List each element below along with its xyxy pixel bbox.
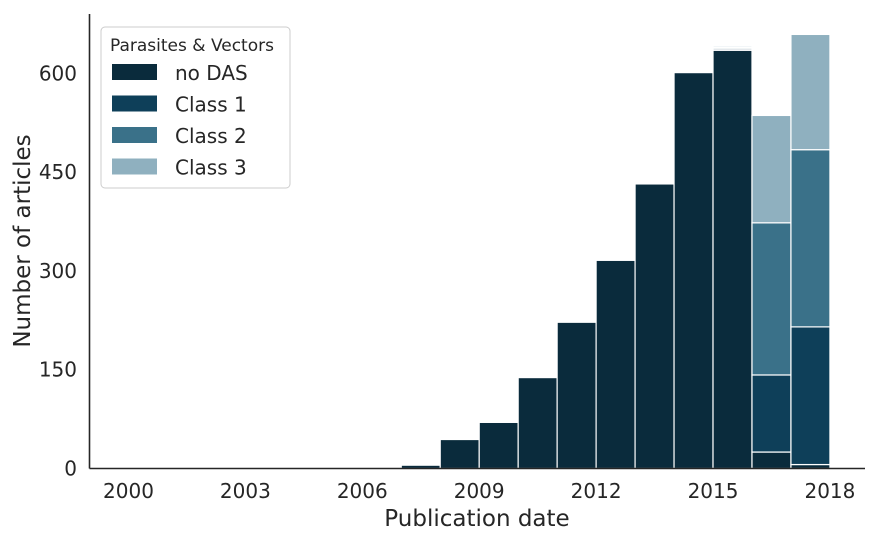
x-tick-label: 2012	[571, 479, 622, 503]
bar-class-2-2016	[751, 222, 792, 376]
bar-group	[400, 33, 831, 470]
x-tick-label: 2009	[454, 479, 505, 503]
y-tick-label: 300	[39, 259, 77, 283]
x-tick-label: 2003	[220, 479, 271, 503]
legend-label-no-das: no DAS	[175, 61, 248, 85]
bar-no-das-2015	[712, 49, 753, 470]
y-axis-title: Number of articles	[10, 134, 36, 347]
bar-class-3-2016	[751, 114, 792, 224]
bar-no-das-2013	[634, 183, 675, 470]
legend-label-class-1: Class 1	[175, 93, 247, 117]
legend-label-class-3: Class 3	[175, 156, 247, 180]
legend-swatch-class-1	[112, 95, 157, 112]
x-axis-title: Publication date	[384, 506, 569, 532]
legend-items: no DAS Class 1 Class 2 Class 3	[112, 61, 248, 180]
y-tick-label: 0	[64, 457, 77, 481]
x-tick-label: 2015	[688, 479, 739, 503]
bar-no-das-2011	[556, 321, 597, 470]
bar-class-1-2017	[790, 326, 831, 466]
bar-no-das-2014	[673, 72, 714, 470]
bar-class-2-2017	[790, 149, 831, 328]
legend-label-class-2: Class 2	[175, 124, 247, 148]
bar-class-3-2015	[712, 45, 753, 49]
x-tick-label: 2000	[103, 479, 154, 503]
legend-swatch-class-2	[112, 127, 157, 143]
bar-no-das-2010	[517, 377, 558, 470]
y-tick-label: 600	[39, 61, 77, 85]
y-tick-labels: 0 150 300 450 600	[39, 61, 77, 480]
bar-no-das-2016	[751, 451, 792, 470]
legend-title: Parasites & Vectors	[110, 36, 274, 56]
legend: Parasites & Vectors no DAS Class 1 Class 2…	[100, 26, 291, 189]
bar-no-das-2012	[595, 259, 636, 470]
legend-swatch-no-das	[112, 64, 157, 80]
x-tick-label: 2006	[337, 479, 388, 503]
legend-swatch-class-3	[112, 158, 157, 175]
bar-class-1-2016	[751, 374, 792, 453]
y-tick-label: 150	[39, 358, 77, 382]
y-tick-label: 450	[39, 160, 77, 184]
bar-no-das-2009	[478, 421, 519, 470]
bar-no-das-2008	[439, 438, 480, 470]
bar-class-3-2017	[790, 33, 831, 151]
x-tick-label: 2018	[804, 479, 855, 503]
x-tick-labels: 2000 2003 2006 2009 2012 2015 2018	[103, 479, 855, 503]
